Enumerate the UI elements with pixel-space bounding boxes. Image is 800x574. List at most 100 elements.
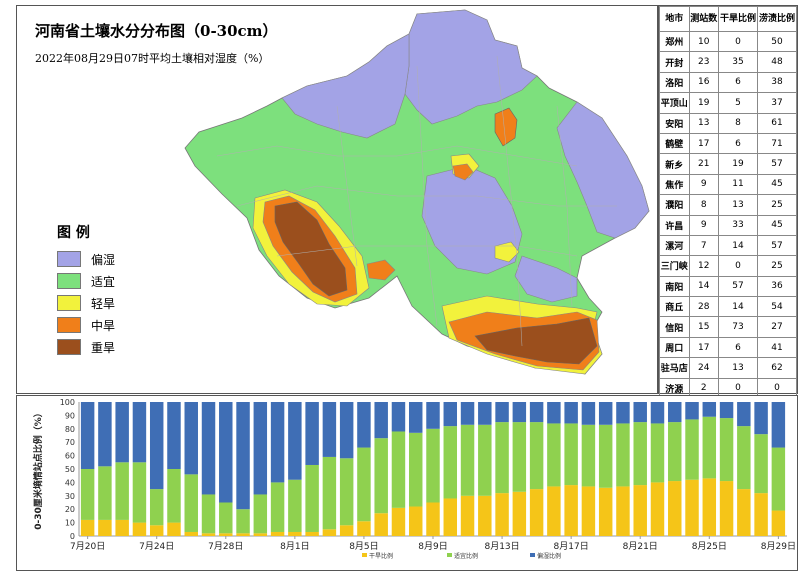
cell-city: 开封 [659, 51, 690, 73]
table-row: 信阳 15 73 27 [659, 316, 798, 338]
bar-segment-drought [408, 506, 423, 536]
table-row: 鹤壁 17 6 71 [659, 132, 798, 155]
cell-stations: 21 [688, 153, 719, 175]
bar-segment-drought [547, 486, 561, 536]
bar-segment-drought [685, 479, 699, 536]
bar-segment-suitable [443, 426, 458, 499]
bar-segment-wet [598, 402, 613, 425]
bar-segment-suitable [426, 428, 440, 503]
bar-segment-wet [219, 402, 233, 503]
bar-segment-suitable [495, 422, 509, 494]
bar-segment-drought [339, 525, 354, 536]
cell-waterlog-ratio: 57 [756, 153, 798, 175]
cell-city: 新乡 [659, 153, 690, 175]
bar-segment-drought [236, 533, 250, 536]
legend-label-drought: 干旱比例 [369, 552, 393, 560]
cell-stations: 16 [688, 71, 719, 94]
bar-segment-wet [201, 402, 216, 495]
bar-segment-suitable [547, 423, 561, 487]
bar-segment-drought [512, 491, 527, 536]
cell-drought-ratio: 5 [718, 92, 758, 114]
x-tick-label: 8月21日 [623, 541, 658, 552]
x-tick-label: 8月1日 [280, 541, 309, 552]
bar-segment-suitable [98, 466, 112, 520]
bar-segment-wet [288, 402, 302, 480]
y-tick-label: 50 [65, 465, 75, 474]
bar-segment-suitable [288, 479, 302, 532]
cell-waterlog-ratio: 37 [756, 92, 798, 114]
table-header-row: 地市 测站数 干旱比例 涝渍比例 [659, 6, 798, 32]
bar-segment-suitable [771, 447, 786, 511]
table-header-drought-ratio: 干旱比例 [718, 6, 758, 32]
bar-segment-suitable [270, 482, 285, 532]
bar-segment-wet [132, 402, 147, 463]
cell-waterlog-ratio: 45 [756, 214, 798, 236]
cell-stations: 10 [688, 30, 719, 53]
cell-city: 濮阳 [659, 194, 690, 216]
table-row: 南阳 14 57 36 [659, 275, 798, 298]
table-row: 三门峡 12 0 25 [659, 255, 798, 277]
map-region-severe-drought-west [274, 201, 348, 297]
y-tick-label: 60 [65, 452, 75, 461]
bar-segment-wet [633, 402, 647, 423]
bar-segment-drought [426, 502, 440, 536]
bar-segment-wet [339, 402, 354, 459]
table-row: 济源 2 0 0 [659, 377, 798, 400]
cell-drought-ratio: 13 [718, 357, 758, 379]
legend-item-moderate-drought: 中旱 [57, 316, 115, 334]
bar-segment-drought [460, 495, 475, 536]
bar-segment-drought [305, 531, 319, 536]
bar-segment-wet [719, 402, 734, 419]
cell-waterlog-ratio: 57 [756, 234, 798, 257]
table-row: 郑州 10 0 50 [659, 30, 798, 53]
bar-segment-suitable [702, 416, 717, 479]
bar-segment-suitable [633, 422, 647, 486]
legend-swatch-suitable [447, 553, 452, 557]
map-spot-moderate-drought-center [452, 163, 474, 181]
bar-segment-suitable [149, 489, 164, 526]
cell-waterlog-ratio: 54 [756, 296, 798, 318]
city-stats-table: 地市 测站数 干旱比例 涝渍比例 郑州 10 0 50 开封 23 35 48 洛阳 16 6 38 平… [659, 6, 798, 420]
bar-segment-suitable [305, 464, 319, 532]
bar-segment-drought [478, 495, 492, 536]
bar-segment-suitable [184, 474, 198, 532]
bar-segment-drought [564, 485, 578, 536]
table-row: 焦作 9 11 45 [659, 173, 798, 196]
cell-stations: 13 [688, 112, 719, 134]
bar-segment-suitable [478, 424, 492, 496]
cell-waterlog-ratio: 38 [756, 71, 798, 94]
legend-label-wet: 偏湿比例 [537, 552, 561, 560]
cell-drought-ratio: 6 [718, 336, 758, 359]
legend-swatch-severe-drought [57, 339, 81, 355]
county-boundaries [216, 55, 617, 347]
cell-stations: 8 [688, 194, 719, 216]
cell-stations: 14 [688, 275, 719, 298]
cell-drought-ratio: 14 [718, 234, 758, 257]
cell-drought-ratio: 6 [718, 71, 758, 94]
bar-segment-wet [512, 402, 527, 423]
cell-waterlog-ratio: 48 [756, 51, 798, 73]
cell-stations: 17 [688, 336, 719, 359]
cell-city: 漯河 [659, 234, 690, 257]
bar-segment-drought [668, 481, 682, 536]
cell-drought-ratio: 33 [718, 214, 758, 236]
table-row: 许昌 9 33 45 [659, 214, 798, 236]
y-tick-label: 80 [65, 425, 75, 434]
bar-segment-suitable [80, 469, 95, 520]
cell-drought-ratio: 19 [718, 153, 758, 175]
bar-segment-drought [616, 486, 630, 536]
bar-segment-suitable [529, 422, 544, 490]
legend-swatch-wet [530, 553, 535, 557]
x-tick-label: 8月13日 [484, 541, 519, 552]
bar-segment-wet [616, 402, 630, 424]
cell-drought-ratio: 35 [718, 51, 758, 73]
legend-label-wet: 偏湿 [91, 252, 116, 267]
y-axis-label: 0-30厘米墒情站点比例（%） [32, 408, 44, 530]
map-title: 河南省土壤水分分布图（0-30cm） [35, 22, 278, 40]
bar-segment-drought [443, 498, 458, 536]
cell-city: 平顶山 [659, 92, 690, 114]
legend-label-suitable: 适宜比例 [454, 552, 478, 560]
map-spot-moderate-drought-kaifeng [494, 107, 518, 147]
cell-waterlog-ratio: 61 [756, 112, 798, 134]
table-row: 漯河 7 14 57 [659, 234, 798, 257]
